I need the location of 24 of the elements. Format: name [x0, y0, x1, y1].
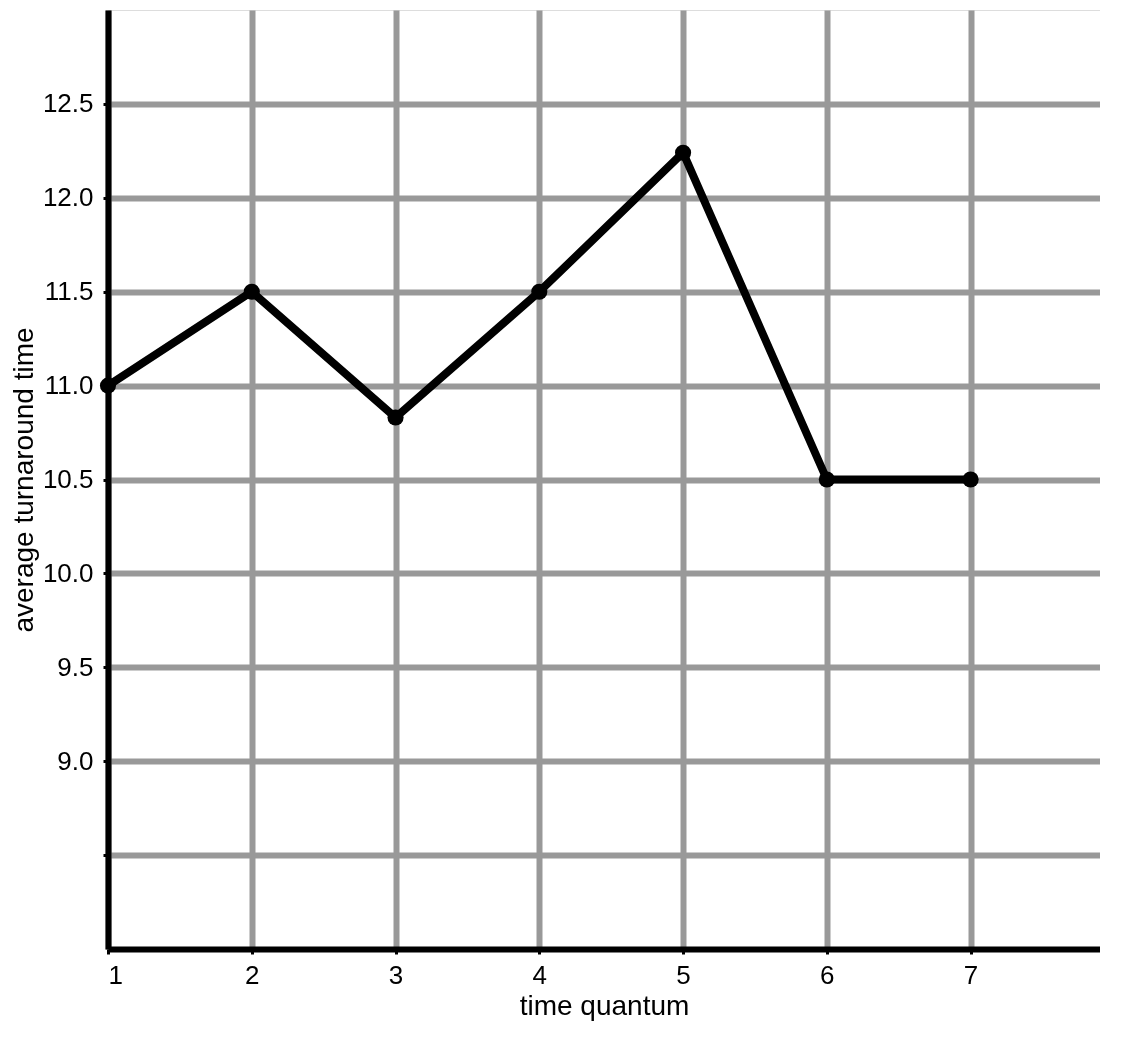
- x-tick-label: 6: [820, 959, 835, 990]
- point: [818, 471, 835, 488]
- x-tick-label: 7: [963, 959, 979, 990]
- y-tick-label: 12.5: [42, 88, 94, 119]
- point: [962, 471, 979, 488]
- point: [243, 283, 260, 300]
- y-tick-label: 9.0: [57, 745, 94, 776]
- x-tick-label: 4: [532, 959, 548, 990]
- x-axis-title: time quantum: [519, 989, 690, 1021]
- y-tick-label: 10.5: [42, 464, 94, 494]
- x-tick-label: 1: [108, 959, 123, 990]
- x-tick-label: 2: [245, 959, 260, 990]
- y-tick-label: 11.5: [44, 276, 94, 307]
- y-axis-title: average turnaround time: [7, 327, 39, 633]
- y-tick-label: 9.5: [57, 651, 94, 682]
- point: [99, 377, 117, 394]
- x-tick-label: 3: [388, 959, 404, 990]
- x-tick-label: 5: [676, 959, 691, 990]
- point: [675, 144, 692, 161]
- y-tick-label: 10.0: [42, 557, 94, 588]
- point: [531, 283, 548, 300]
- y-tick-label: 12.0: [42, 182, 94, 213]
- point: [387, 409, 404, 426]
- y-tick-label: 11.0: [44, 370, 94, 401]
